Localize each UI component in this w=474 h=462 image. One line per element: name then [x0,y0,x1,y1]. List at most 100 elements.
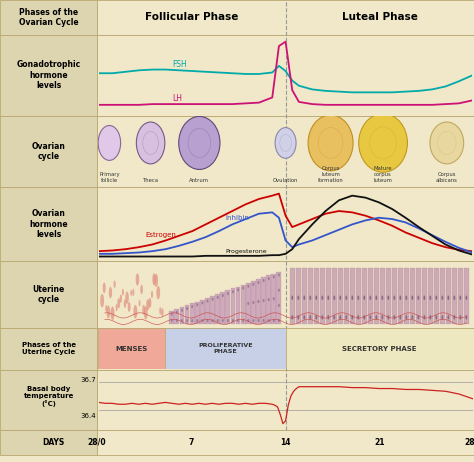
Ellipse shape [119,294,122,303]
Text: FSH: FSH [173,61,187,69]
Bar [0,187,97,261]
Bar [210,296,215,324]
Ellipse shape [375,296,377,300]
Ellipse shape [447,296,449,300]
Text: Follicular Phase: Follicular Phase [145,12,238,22]
Ellipse shape [98,126,120,160]
Bar [302,268,307,324]
Ellipse shape [186,307,188,310]
Bar [97,370,474,430]
Ellipse shape [128,302,130,312]
Ellipse shape [179,116,220,170]
Ellipse shape [359,114,408,172]
Ellipse shape [227,292,229,295]
Text: 28/0: 28/0 [88,438,107,447]
Ellipse shape [339,315,341,320]
Bar [97,430,474,455]
Bar [276,272,281,324]
Ellipse shape [278,274,280,277]
Ellipse shape [441,315,443,320]
Ellipse shape [125,292,129,304]
Ellipse shape [207,319,209,322]
Text: Inhibin: Inhibin [226,215,249,221]
Ellipse shape [130,290,132,296]
Ellipse shape [196,319,198,322]
Text: Mature
corpus
luteum: Mature corpus luteum [374,166,392,182]
Text: Corpus
albicans: Corpus albicans [436,172,458,182]
Ellipse shape [364,315,365,320]
Ellipse shape [171,319,173,322]
Bar [458,268,463,324]
Ellipse shape [429,315,431,320]
Bar [226,290,230,324]
Text: Corpus
luteum
formation: Corpus luteum formation [318,166,344,182]
Ellipse shape [217,296,219,299]
Bar [0,430,97,455]
Text: Progesterone: Progesterone [226,249,267,254]
Bar [272,274,276,324]
Ellipse shape [438,131,456,154]
Ellipse shape [148,298,151,308]
Text: Gonadotrophic
hormone
levels: Gonadotrophic hormone levels [17,60,81,90]
Text: Antrum: Antrum [189,178,210,182]
Ellipse shape [268,319,270,322]
Ellipse shape [217,319,219,322]
Ellipse shape [303,315,305,320]
Ellipse shape [297,315,299,320]
Ellipse shape [280,134,292,152]
Ellipse shape [278,304,280,307]
Bar [392,268,397,324]
Bar [356,268,361,324]
Ellipse shape [100,294,104,308]
Ellipse shape [328,315,329,320]
Ellipse shape [405,296,407,300]
Ellipse shape [237,319,239,322]
Ellipse shape [132,289,134,296]
Ellipse shape [339,296,341,300]
Bar [0,370,97,430]
Bar [236,286,240,324]
Ellipse shape [263,299,264,302]
Bar [404,268,409,324]
Bar [215,294,220,324]
Ellipse shape [142,305,145,315]
Bar [98,328,165,369]
Bar [410,268,415,324]
Ellipse shape [138,300,140,306]
Ellipse shape [151,291,153,298]
Ellipse shape [117,298,120,308]
Text: 14: 14 [280,438,291,447]
Ellipse shape [387,315,389,320]
Ellipse shape [268,277,270,280]
Ellipse shape [418,315,419,320]
Ellipse shape [232,290,234,293]
Text: 28/0: 28/0 [465,438,474,447]
Bar [314,268,319,324]
Bar [230,288,236,324]
Bar [266,275,271,324]
Ellipse shape [315,296,317,300]
Bar [200,300,205,324]
Ellipse shape [136,273,139,286]
Ellipse shape [423,296,425,300]
Ellipse shape [122,289,124,296]
Bar [0,0,97,35]
Ellipse shape [418,296,419,300]
Bar [256,279,261,324]
Ellipse shape [275,128,296,158]
Bar [220,292,225,324]
Text: Phases of the
Uterine Cycle: Phases of the Uterine Cycle [21,342,76,355]
Bar [97,116,474,187]
Bar [440,268,445,324]
Ellipse shape [171,312,173,316]
Ellipse shape [303,296,305,300]
Ellipse shape [232,319,234,322]
Ellipse shape [333,315,335,320]
Text: Luteal Phase: Luteal Phase [342,12,418,22]
Ellipse shape [252,301,255,304]
Ellipse shape [176,319,178,322]
Ellipse shape [357,296,359,300]
Text: PROLIFERATIVE
PHASE: PROLIFERATIVE PHASE [198,343,253,354]
Bar [296,268,301,324]
Ellipse shape [273,297,275,300]
